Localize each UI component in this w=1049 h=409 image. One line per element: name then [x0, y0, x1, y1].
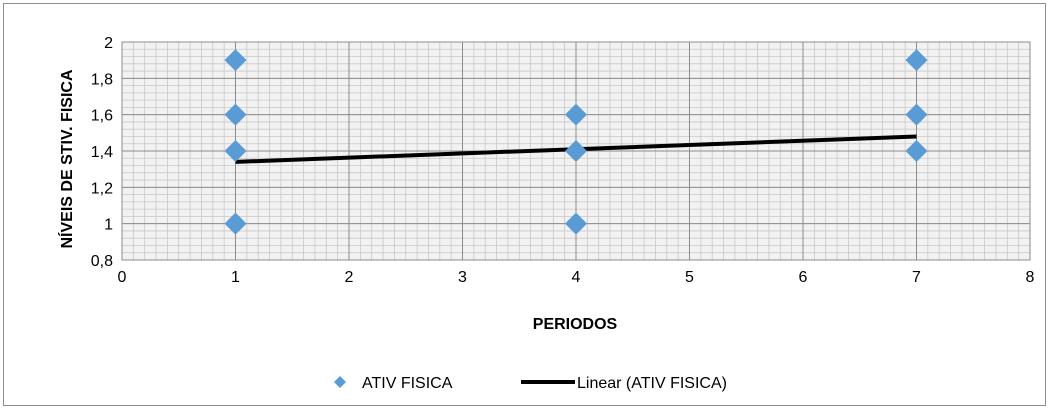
y-tick-label: 1,6	[91, 108, 113, 125]
plot-border	[121, 41, 1031, 261]
x-tick-label: 7	[912, 269, 921, 286]
data-point	[565, 140, 587, 162]
y-tick-label: 1	[104, 217, 113, 234]
y-tick-label: 1,4	[91, 144, 113, 161]
legend: ATIV FISICA Linear (ATIV FISICA)	[334, 375, 727, 392]
data-point	[224, 49, 247, 72]
x-tick-label: 5	[685, 269, 694, 286]
data-point	[565, 103, 587, 126]
y-tick-label: 2	[104, 35, 113, 52]
y-axis-title: NÍVEIS DE STIV. FISICA	[57, 69, 76, 248]
x-axis-title: PERIODOS	[533, 316, 618, 333]
x-tick-label: 0	[118, 269, 127, 286]
data-point	[224, 103, 247, 126]
data-point	[224, 212, 247, 235]
data-points	[224, 49, 928, 235]
y-tick-label: 1,8	[91, 71, 113, 88]
y-tick-label: 1,2	[91, 180, 113, 197]
y-tick-label: 0,8	[91, 253, 113, 270]
x-tick-label: 3	[458, 269, 467, 286]
data-point	[905, 49, 928, 72]
legend-label-ativ-fisica: ATIV FISICA	[362, 375, 453, 392]
x-tick-label: 6	[799, 269, 808, 286]
legend-marker-ativ-fisica	[334, 376, 346, 388]
data-point	[565, 212, 587, 235]
x-tick-label: 8	[1026, 269, 1035, 286]
data-point	[224, 140, 247, 162]
legend-label-trendline: Linear (ATIV FISICA)	[577, 375, 727, 392]
x-tick-label: 1	[231, 269, 240, 286]
tick-labels: 0 1 2 3 4 5 6 7 8 0,8 1 1,2 1,4 1,6 1,8 2	[91, 35, 1035, 286]
x-tick-label: 2	[345, 269, 354, 286]
x-tick-label: 4	[572, 269, 581, 286]
data-point	[905, 140, 928, 162]
data-point	[905, 103, 928, 126]
